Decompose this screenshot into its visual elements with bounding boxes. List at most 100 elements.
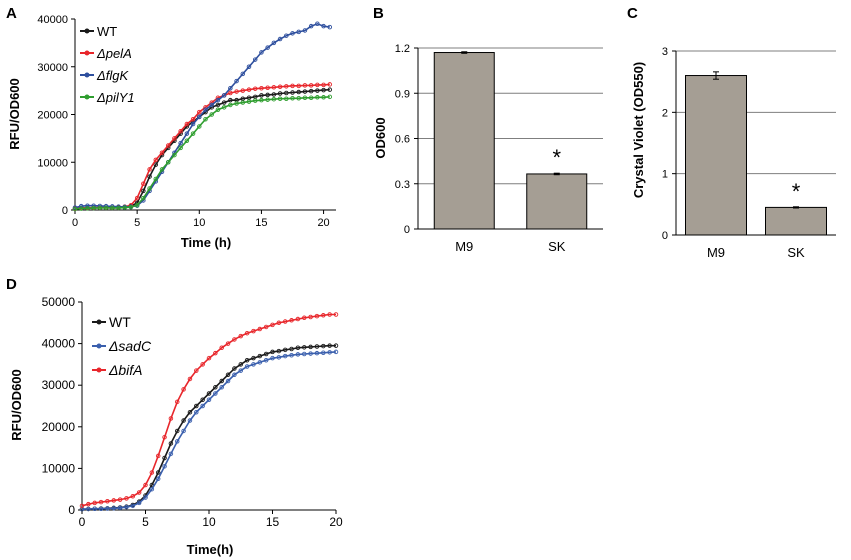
data-point [295,352,301,357]
data-point [295,316,301,322]
data-point [282,347,288,353]
data-point [149,470,155,475]
data-point [232,337,237,342]
data-point [130,503,136,509]
panel-d-x-axis-label: Time(h) [187,542,234,557]
data-point [155,453,161,459]
data-point [184,121,190,127]
data-point [117,497,123,502]
data-point [213,385,218,390]
data-point [234,89,239,94]
bar-SK [765,206,827,236]
data-point [271,40,277,46]
data-point [238,362,243,367]
data-point [153,176,159,182]
data-point [252,86,258,91]
data-point [85,206,90,211]
data-point [194,368,199,373]
data-point [308,344,313,350]
data-point [308,314,313,320]
data-point [219,378,224,384]
data-point [200,362,205,367]
data-point [228,90,233,96]
data-point [78,206,84,211]
x-tick-label: 15 [266,515,280,529]
data-point [321,95,326,100]
data-point [302,83,308,88]
data-point [244,364,250,369]
y-tick-label: 0.9 [395,88,410,100]
data-point [290,31,295,36]
data-point [257,360,263,365]
data-point [333,349,339,355]
x-tick-label: 20 [329,515,343,529]
significance-marker: * [552,145,561,170]
data-point [265,97,270,102]
category-label: SK [548,239,566,254]
data-point [187,376,193,382]
data-point [290,83,295,89]
data-point [282,319,288,324]
data-point [270,355,275,361]
data-point [97,205,103,211]
data-point [172,152,177,158]
data-point [105,506,110,511]
data-point [308,351,313,356]
legend-label: ΔflgK [96,68,129,83]
x-tick-label: 5 [134,217,140,229]
data-point [174,439,180,444]
data-point [252,57,258,62]
data-point [265,45,270,50]
x-tick-label: 0 [79,515,86,529]
data-point [276,320,282,326]
data-point [240,100,246,105]
data-point [302,89,308,94]
data-point [215,97,221,103]
data-point [105,499,110,504]
data-point [117,505,123,511]
legend-marker [96,343,102,349]
data-point [124,496,129,501]
y-tick-label: 50000 [42,295,76,309]
y-tick-label: 0 [404,224,410,236]
bar-M9 [433,52,495,230]
y-tick-label: 0 [68,503,75,517]
data-point [184,131,190,136]
data-point [259,85,264,91]
data-point [296,29,301,35]
data-point [327,312,332,317]
y-tick-label: 10000 [42,461,76,475]
data-point [215,102,221,108]
data-point [168,441,174,446]
data-point [251,328,256,334]
data-point [225,372,231,378]
data-point [284,96,289,101]
data-point [110,205,115,211]
data-point [221,93,227,98]
data-point [181,418,186,423]
data-point [91,205,96,211]
legend-label: ΔpilY1 [96,90,135,105]
x-tick-label: 5 [142,515,149,529]
data-point [103,205,109,211]
data-point [86,501,91,507]
data-point [289,352,294,358]
data-point [327,350,332,355]
data-point [143,482,148,488]
data-point [155,476,161,482]
data-point [259,97,264,103]
data-point [289,318,294,323]
data-point [197,109,202,115]
data-point [228,85,233,91]
series-line-0 [74,88,330,210]
data-point [333,312,339,317]
data-point [259,93,264,98]
data-point [277,96,283,101]
panel-d-letter: D [6,276,17,293]
data-point [234,101,239,106]
panel-a-line-chart: RFU/OD600 Time (h) 0 10000 20000 30000 40000… [7,14,336,250]
x-tick-label: 10 [202,515,216,529]
y-tick-label: 10000 [37,157,68,169]
significance-marker: * [792,179,801,204]
y-tick-label: 40000 [37,14,68,26]
